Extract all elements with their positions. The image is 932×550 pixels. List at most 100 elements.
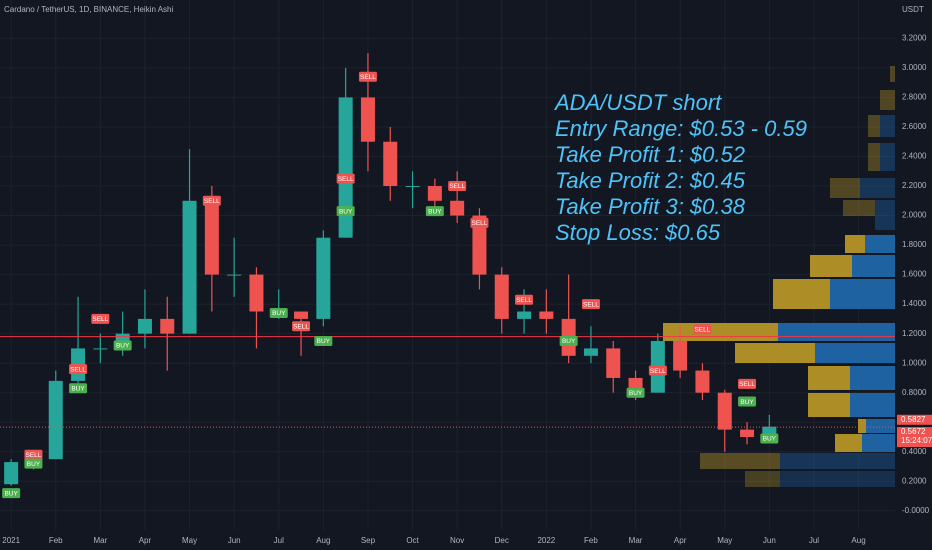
signal-badge [69, 364, 88, 375]
volume-profile-bar [880, 115, 895, 137]
y-tick-label: 1.6000 [902, 270, 927, 279]
y-tick-label: 1.8000 [902, 240, 927, 249]
candle-body [405, 186, 420, 188]
x-tick-label: Jun [763, 536, 776, 545]
volume-profile-bar [850, 393, 895, 417]
volume-profile-bar [880, 90, 895, 110]
x-tick-label: Feb [49, 536, 63, 545]
signal-badge [515, 294, 534, 305]
price-badge-label: 0.5827 [901, 415, 926, 424]
candle-body [695, 370, 710, 393]
x-tick-label: Aug [851, 536, 865, 545]
candle-body [762, 426, 777, 437]
y-tick-label: 2.8000 [902, 93, 927, 102]
candle-body [182, 200, 197, 334]
x-tick-label: Nov [450, 536, 464, 545]
volume-profile-bar [890, 66, 895, 82]
y-tick-label: 2.6000 [902, 122, 927, 131]
volume-profile [663, 66, 895, 487]
signal-badge [470, 217, 489, 228]
candle-body [673, 341, 688, 371]
candle-body [517, 311, 532, 319]
signal-label: SELL [471, 220, 487, 227]
volume-profile-bar [778, 323, 895, 341]
signal-badge [448, 181, 467, 192]
plot: BUY SELL BUY SELL BUY SELL BUY SELL BUY SELL BUY SE… [0, 53, 895, 499]
signal-badge [24, 449, 43, 460]
candle-body [338, 97, 353, 238]
x-tick-label: Aug [316, 536, 330, 545]
volume-profile-bar [843, 200, 875, 216]
annotation-line: ADA/USDT short [553, 90, 722, 115]
volume-profile-bar [735, 343, 815, 363]
signal-label: SELL [694, 326, 710, 333]
y-tick-label: 2.4000 [902, 152, 927, 161]
y-tick-label: 1.2000 [902, 329, 927, 338]
y-tick-label: 0.4000 [902, 447, 927, 456]
candle-body [539, 311, 554, 319]
volume-profile-bar [865, 235, 895, 253]
volume-profile-bar [745, 471, 780, 487]
volume-profile-bar [868, 115, 880, 137]
signal-label: BUY [339, 208, 353, 215]
candle-body [316, 237, 331, 319]
x-tick-label: 2022 [537, 536, 555, 545]
signal-label: SELL [449, 183, 465, 190]
signal-label: BUY [740, 399, 754, 406]
y-tick-label: -0.0000 [902, 506, 930, 515]
price-axis [895, 0, 932, 550]
annotation-line: Take Profit 2: $0.45 [555, 168, 746, 193]
volume-profile-bar [808, 366, 850, 390]
signal-badge [336, 206, 355, 217]
annotation-line: Take Profit 3: $0.38 [555, 194, 746, 219]
candle-body [4, 462, 19, 485]
volume-profile-bar [815, 343, 895, 363]
candle-body [360, 97, 375, 142]
volume-profile-bar [880, 143, 895, 171]
x-tick-label: Mar [93, 536, 107, 545]
price-badge [897, 414, 932, 425]
signal-badge [292, 321, 311, 332]
signal-badge [113, 340, 132, 351]
signal-badge [738, 378, 757, 389]
x-tick-label: Apr [139, 536, 152, 545]
candle-body [472, 215, 487, 275]
signal-badge [336, 173, 355, 184]
candle-body [204, 200, 219, 275]
volume-profile-bar [808, 393, 850, 417]
y-tick-label: 3.2000 [902, 33, 927, 42]
volume-profile-bar [868, 143, 880, 171]
y-tick-label: 0.8000 [902, 388, 927, 397]
price-badge-label: 0.5672 [901, 427, 926, 436]
volume-profile-bar [852, 255, 895, 277]
volume-profile-bar [830, 178, 860, 198]
price-badge [897, 427, 932, 448]
y-tick-label: 3.0000 [902, 63, 927, 72]
annotation-line: Stop Loss: $0.65 [555, 220, 721, 245]
volume-profile-bar [862, 434, 895, 452]
y-tick-label: 0.2000 [902, 476, 927, 485]
candle-body [48, 380, 63, 460]
candle-body [717, 392, 732, 430]
signal-label: SELL [516, 297, 532, 304]
signal-badge [2, 488, 21, 499]
signal-badge [69, 383, 88, 394]
candle-body [740, 429, 755, 437]
candle-body [93, 348, 108, 350]
y-tick-label: 2.2000 [902, 181, 927, 190]
signal-label: SELL [650, 368, 666, 375]
signal-label: BUY [317, 338, 331, 345]
signal-badge [693, 324, 712, 335]
x-tick-label: Mar [629, 536, 643, 545]
volume-profile-bar [810, 255, 852, 277]
chart-title: Cardano / TetherUS, 1D, BINANCE, Heikin … [4, 5, 173, 14]
signal-label: BUY [763, 436, 777, 443]
volume-profile-bar [780, 471, 895, 487]
volume-profile-bar [858, 419, 866, 433]
signal-badge [581, 299, 600, 310]
signal-label: SELL [25, 452, 41, 459]
signal-label: BUY [116, 343, 130, 350]
signal-badge [738, 396, 757, 407]
signal-label: BUY [272, 310, 286, 317]
